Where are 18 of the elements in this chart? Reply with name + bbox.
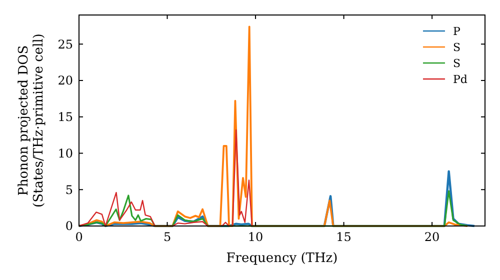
y-tick-label: 15 bbox=[58, 110, 73, 124]
line-series bbox=[78, 129, 253, 227]
y-tick-label: 0 bbox=[65, 219, 73, 234]
x-axis-title: Frequency (THz) bbox=[226, 251, 338, 266]
x-tick-label: 10 bbox=[248, 230, 264, 244]
x-tick-label: 15 bbox=[336, 230, 352, 244]
x-tick-label: 0 bbox=[75, 230, 83, 244]
legend-label: Pd bbox=[453, 72, 468, 86]
legend-label: S bbox=[453, 40, 461, 54]
y-axis-title: Phonon projected DOS (States/THz·primitive cell) bbox=[16, 33, 46, 208]
y-tick-label: 25 bbox=[58, 37, 73, 52]
legend-label: P bbox=[453, 24, 461, 38]
y-tick-label: 20 bbox=[58, 74, 73, 88]
y-tick-label: 10 bbox=[58, 146, 73, 160]
x-tick-label: 20 bbox=[424, 230, 440, 244]
x-tick-label: 5 bbox=[163, 230, 172, 244]
legend-label: S bbox=[453, 56, 461, 70]
y-tick-label: 5 bbox=[65, 182, 73, 197]
